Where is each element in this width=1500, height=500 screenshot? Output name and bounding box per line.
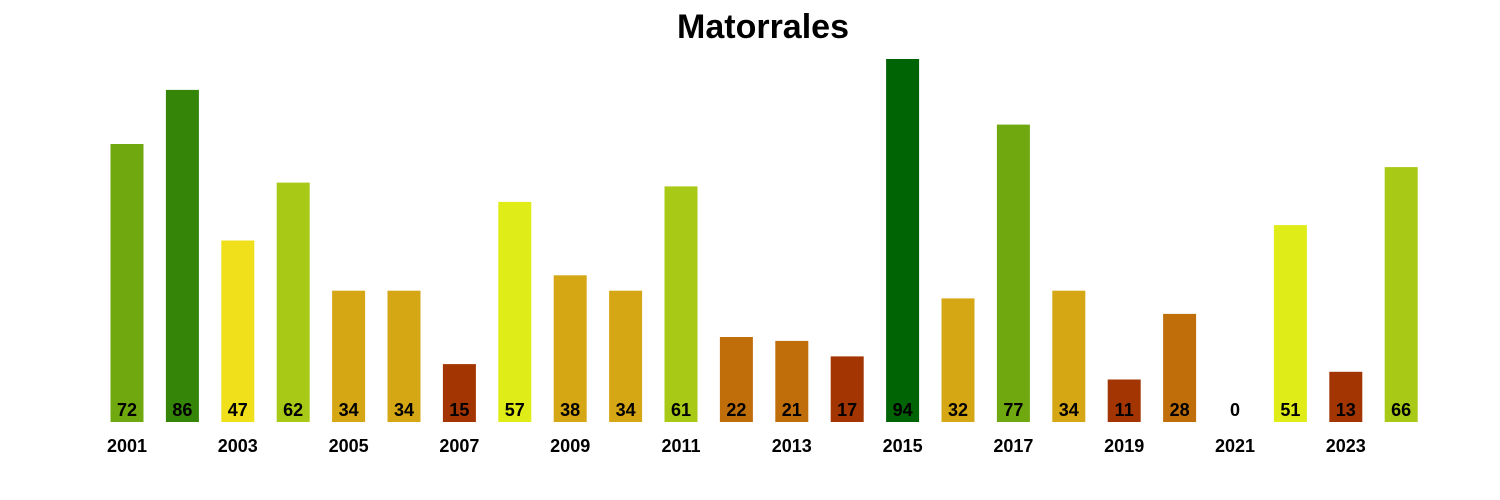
bar-2023 bbox=[1329, 371, 1363, 422]
data-label-2017: 77 bbox=[1003, 400, 1023, 420]
chart-title: Matorrales bbox=[677, 8, 849, 46]
bar-2002 bbox=[165, 89, 199, 423]
bar-2010 bbox=[609, 290, 643, 422]
bar-2016 bbox=[941, 298, 975, 422]
bar-2003 bbox=[221, 240, 255, 422]
data-label-2013: 21 bbox=[782, 400, 802, 420]
bar-2014 bbox=[830, 356, 864, 422]
x-tick-label-2009: 2009 bbox=[550, 436, 590, 456]
data-label-2022: 51 bbox=[1280, 400, 1300, 420]
x-tick-label-2017: 2017 bbox=[993, 436, 1033, 456]
data-label-2011: 61 bbox=[671, 400, 691, 420]
x-tick-label-2019: 2019 bbox=[1104, 436, 1144, 456]
data-label-2014: 17 bbox=[837, 400, 857, 420]
data-label-2023: 13 bbox=[1336, 400, 1356, 420]
bar-2011 bbox=[664, 186, 698, 422]
data-label-2008: 57 bbox=[505, 400, 525, 420]
bar-2007 bbox=[442, 364, 476, 422]
bar-2022 bbox=[1273, 225, 1307, 422]
bar-2013 bbox=[775, 340, 809, 422]
data-label-2015: 94 bbox=[893, 400, 913, 420]
bar-2018 bbox=[1052, 290, 1086, 422]
x-tick-label-2007: 2007 bbox=[439, 436, 479, 456]
data-label-2007: 15 bbox=[449, 400, 469, 420]
data-label-2009: 38 bbox=[560, 400, 580, 420]
x-tick-label-2015: 2015 bbox=[883, 436, 923, 456]
data-label-2012: 22 bbox=[726, 400, 746, 420]
bar-2001 bbox=[110, 144, 144, 422]
data-label-2005: 34 bbox=[339, 400, 359, 420]
data-label-2019: 11 bbox=[1115, 400, 1134, 420]
data-label-2001: 72 bbox=[117, 400, 137, 420]
data-label-2016: 32 bbox=[948, 400, 968, 420]
x-tick-label-2021: 2021 bbox=[1215, 436, 1255, 456]
bar-2020 bbox=[1163, 313, 1197, 422]
data-label-2024: 66 bbox=[1391, 400, 1411, 420]
data-label-2002: 86 bbox=[172, 400, 192, 420]
bar-2004 bbox=[276, 182, 310, 422]
x-tick-label-2011: 2011 bbox=[661, 436, 700, 456]
data-label-2004: 62 bbox=[283, 400, 303, 420]
data-label-2003: 47 bbox=[228, 400, 248, 420]
data-label-2021: 0 bbox=[1230, 400, 1240, 420]
bar-2008 bbox=[498, 201, 532, 422]
x-tick-label-2001: 2001 bbox=[107, 436, 147, 456]
data-label-2018: 34 bbox=[1059, 400, 1079, 420]
x-tick-label-2023: 2023 bbox=[1326, 436, 1366, 456]
bar-2019 bbox=[1107, 379, 1141, 422]
bar-2009 bbox=[553, 275, 587, 422]
bar-2017 bbox=[996, 124, 1030, 422]
x-tick-label-2005: 2005 bbox=[329, 436, 369, 456]
bar-2012 bbox=[719, 337, 753, 422]
bar-2015 bbox=[886, 59, 920, 422]
bar-2024 bbox=[1384, 167, 1418, 422]
bar-2005 bbox=[332, 290, 366, 422]
data-label-2010: 34 bbox=[616, 400, 636, 420]
x-tick-label-2013: 2013 bbox=[772, 436, 812, 456]
x-tick-label-2003: 2003 bbox=[218, 436, 258, 456]
data-label-2006: 34 bbox=[394, 400, 414, 420]
data-label-2020: 28 bbox=[1170, 400, 1190, 420]
bar-2006 bbox=[387, 290, 421, 422]
